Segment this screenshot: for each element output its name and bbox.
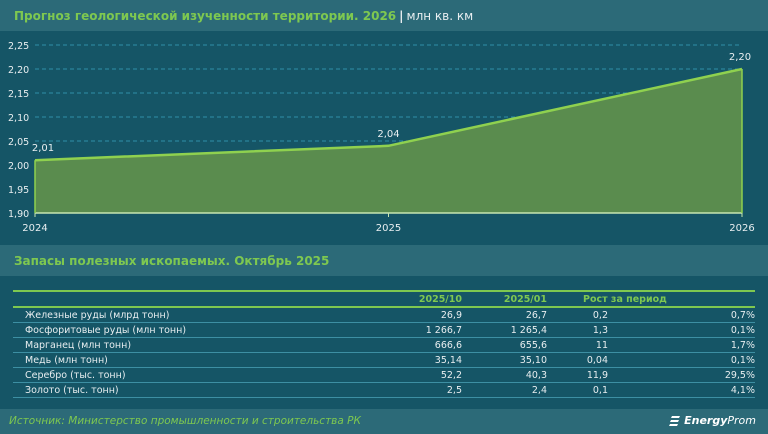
- value-2025-10: 1 266,7: [360, 322, 470, 338]
- chart-title: Прогноз геологической изученности террит…: [14, 9, 473, 23]
- value-2025-01: 26,7: [470, 307, 555, 323]
- value-2025-10: 35,14: [360, 352, 470, 368]
- table-row: Золото (тыс. тонн) 2,5 2,4 0,1 4,1%: [13, 382, 755, 398]
- logo-icon: [669, 415, 681, 426]
- growth-pct: 29,5%: [640, 367, 755, 383]
- data-label: 2,01: [32, 143, 54, 154]
- growth-abs: 0,04: [555, 352, 640, 368]
- area-fill: [35, 69, 742, 213]
- y-tick-label: 1,95: [8, 185, 29, 196]
- energyprom-logo: EnergyProm: [669, 414, 756, 427]
- table-header-row: 2025/10 2025/01 Рост за период: [13, 290, 755, 308]
- area-edges: [34, 69, 743, 213]
- growth-abs: 0,2: [555, 307, 640, 323]
- growth-pct: 0,1%: [640, 352, 755, 368]
- header-2025-10: 2025/10: [360, 290, 470, 308]
- y-tick-label: 2,05: [8, 137, 29, 148]
- data-label: 2,04: [377, 129, 399, 140]
- chart-title-text: Прогноз геологической изученности террит…: [14, 9, 397, 23]
- header-2025-01: 2025/01: [470, 290, 555, 308]
- source-note: Источник: Министерство промышленности и …: [9, 415, 361, 427]
- y-tick-label: 2,15: [8, 89, 29, 100]
- x-axis-tick-labels: 2024 2025 2026: [22, 213, 755, 234]
- area-chart: 1,901,952,002,052,102,152,202,25 2024 202…: [8, 41, 755, 234]
- series-line: [34, 67, 743, 162]
- logo-text-bold: Energy: [684, 414, 728, 427]
- row-name: Марганец (млн тонн): [13, 337, 360, 353]
- header-name: [13, 290, 360, 308]
- table-title-band: Запасы полезных ископаемых. Октябрь 2025: [0, 245, 768, 276]
- row-name: Золото (тыс. тонн): [13, 382, 360, 398]
- value-2025-10: 2,5: [360, 382, 470, 398]
- y-tick-label: 2,20: [8, 65, 29, 76]
- value-2025-10: 666,6: [360, 337, 470, 353]
- growth-abs: 11: [555, 337, 640, 353]
- table-row: Медь (млн тонн) 35,14 35,10 0,04 0,1%: [13, 352, 755, 368]
- footer: Источник: Министерство промышленности и …: [0, 409, 768, 434]
- chart-title-band: Прогноз геологической изученности террит…: [0, 0, 768, 31]
- growth-pct: 1,7%: [640, 337, 755, 353]
- table-row: Серебро (тыс. тонн) 52,2 40,3 11,9 29,5%: [13, 367, 755, 383]
- chart-unit: млн кв. км: [406, 9, 474, 23]
- title-separator: |: [399, 9, 404, 23]
- table-row: Марганец (млн тонн) 666,6 655,6 11 1,7%: [13, 337, 755, 353]
- y-tick-label: 2,00: [8, 161, 29, 172]
- value-2025-01: 1 265,4: [470, 322, 555, 338]
- y-tick-label: 1,90: [8, 209, 29, 220]
- growth-pct: 4,1%: [640, 382, 755, 398]
- value-2025-01: 655,6: [470, 337, 555, 353]
- x-tick-label: 2024: [22, 223, 47, 234]
- value-2025-10: 26,9: [360, 307, 470, 323]
- header-growth: Рост за период: [555, 290, 755, 308]
- row-name: Серебро (тыс. тонн): [13, 367, 360, 383]
- y-tick-label: 2,25: [8, 41, 29, 52]
- x-tick-label: 2025: [376, 223, 401, 234]
- growth-abs: 11,9: [555, 367, 640, 383]
- reserves-table: 2025/10 2025/01 Рост за период Железные …: [13, 290, 755, 398]
- growth-pct: 0,7%: [640, 307, 755, 323]
- row-name: Медь (млн тонн): [13, 352, 360, 368]
- x-tick-label: 2026: [729, 223, 754, 234]
- logo-text-light: Prom: [727, 414, 756, 427]
- value-2025-01: 40,3: [470, 367, 555, 383]
- growth-abs: 1,3: [555, 322, 640, 338]
- row-name: Железные руды (млрд тонн): [13, 307, 360, 323]
- table-row: Фосфоритовые руды (млн тонн) 1 266,7 1 265…: [13, 322, 755, 338]
- value-2025-01: 35,10: [470, 352, 555, 368]
- value-2025-01: 2,4: [470, 382, 555, 398]
- value-2025-10: 52,2: [360, 367, 470, 383]
- data-label: 2,20: [729, 52, 751, 63]
- table-title: Запасы полезных ископаемых. Октябрь 2025: [14, 254, 330, 268]
- growth-pct: 0,1%: [640, 322, 755, 338]
- row-name: Фосфоритовые руды (млн тонн): [13, 322, 360, 338]
- table-row: Железные руды (млрд тонн) 26,9 26,7 0,2 0,7%: [13, 307, 755, 323]
- y-axis-tick-labels: 1,90 1,95 2,00 2,05 2,10 2,15 2,20 2,25: [8, 41, 29, 220]
- data-labels: 2,01 2,04 2,20: [32, 52, 751, 154]
- y-tick-label: 2,10: [8, 113, 29, 124]
- growth-abs: 0,1: [555, 382, 640, 398]
